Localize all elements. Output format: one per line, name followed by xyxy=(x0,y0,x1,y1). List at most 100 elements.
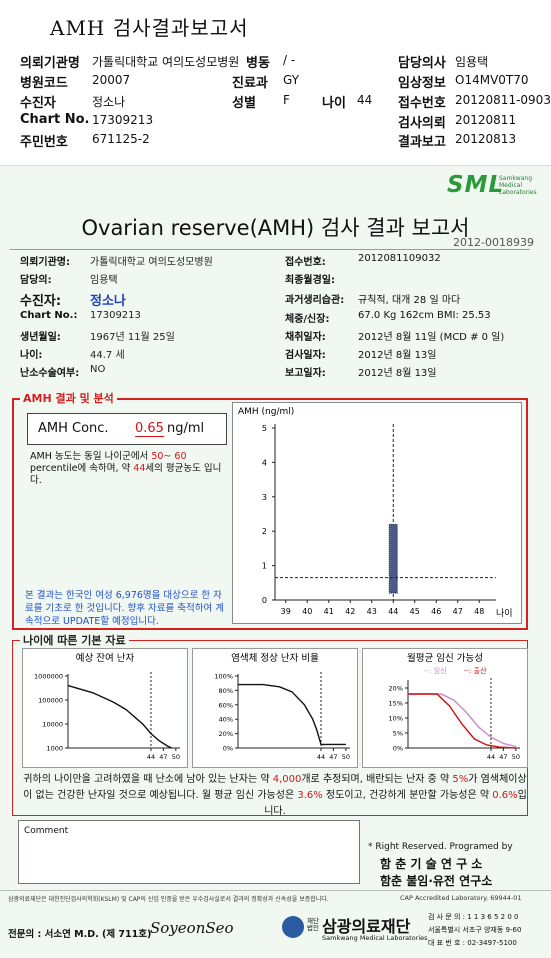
x-tick-label: 48 xyxy=(474,607,484,616)
foundation-en: Samkwang Medical Laboratories xyxy=(322,934,428,942)
logo: SML xyxy=(447,172,505,198)
x-tick-label: 47 xyxy=(453,607,463,616)
signature: SoyeonSeo xyxy=(150,919,234,937)
divider xyxy=(10,249,530,250)
header-title: AMH 검사결과보고서 xyxy=(50,16,249,40)
info-value: NO xyxy=(90,364,106,375)
y-tick-label: 40% xyxy=(219,716,233,724)
info-value: 1967년 11월 25일 xyxy=(90,332,175,343)
field-label: 의뢰기관명 xyxy=(20,56,80,71)
y-tick-label: 1000000 xyxy=(34,673,63,681)
y-tick-label: 100% xyxy=(214,673,233,681)
highlight-text: 0.6% xyxy=(492,790,518,801)
note-text: 본 결과는 한국인 여성 6,976명을 대상으로 한 자료를 기초로 한 것입… xyxy=(25,590,224,627)
x-tick-label: 44 xyxy=(388,607,398,616)
field-label: 병동 xyxy=(246,56,270,71)
y-tick-label: 0 xyxy=(262,596,267,605)
info-value: 44.7 세 xyxy=(90,350,125,361)
field-value: 임용택 xyxy=(455,55,489,69)
analysis-text: AMH 농도는 동일 나이군에서 50~ 60 percentile에 속하며,… xyxy=(30,451,225,487)
info-label: 채취일자: xyxy=(285,332,326,343)
y-tick-label: 0% xyxy=(223,745,233,753)
info-value: 규칙적, 대개 28 일 마다 xyxy=(358,295,461,306)
y-tick-label: 1 xyxy=(262,562,267,571)
field-value: GY xyxy=(283,73,300,87)
x-tick-label: 41 xyxy=(324,607,334,616)
conc-value: 0.65 xyxy=(135,421,164,437)
field-value: F xyxy=(283,93,290,107)
series-line xyxy=(408,693,517,748)
info-value: 정소나 xyxy=(90,294,126,309)
info-value: 17309213 xyxy=(90,310,141,321)
info-value: 67.0 Kg 162cm BMI: 25.53 xyxy=(358,310,491,321)
chart-frame xyxy=(232,402,522,624)
highlight-text: 50~ 60 xyxy=(151,451,187,462)
x-tick-label: 45 xyxy=(410,607,420,616)
x-tick-label: 44 xyxy=(487,753,495,761)
conc-box xyxy=(27,413,227,445)
text: 개로 추정되며, 배란되는 난자 중 약 xyxy=(301,774,453,785)
y-tick-label: 5% xyxy=(393,730,403,738)
field-value: 20120811 xyxy=(455,113,517,127)
x-tick-label: 44 xyxy=(317,753,325,761)
x-tick-label: 47 xyxy=(499,753,507,761)
y-tick-label: 2 xyxy=(262,527,267,536)
info-label: 담당의: xyxy=(20,275,52,286)
x-tick-label: 50 xyxy=(512,753,520,761)
x-tick-label: 46 xyxy=(431,607,441,616)
legend-entry: --: 출산 xyxy=(464,666,487,675)
x-tick-label: 43 xyxy=(367,607,377,616)
info-value: 2012년 8월 11일 (MCD # 0 일) xyxy=(358,332,505,343)
foundation-prefix: 재단법인 xyxy=(307,917,319,932)
chart-title: 염색체 정상 난자 비율 xyxy=(231,653,319,664)
field-value: 44 xyxy=(357,93,373,107)
info-label: 보고일자: xyxy=(285,368,326,379)
y-tick-label: 100000 xyxy=(38,697,63,705)
field-label: 결과보고 xyxy=(398,135,446,150)
info-label: 최종월경일: xyxy=(285,275,335,286)
logo-sub: Samkwang Medical Laboratories xyxy=(499,175,537,196)
info-value: 임용택 xyxy=(90,275,118,286)
field-label: 수진자 xyxy=(20,96,56,111)
text: 귀하의 나이만을 고려하였을 때 난소에 남아 있는 난자는 약 xyxy=(23,774,273,785)
comment-label: Comment xyxy=(24,826,69,836)
field-label: Chart No. xyxy=(20,112,90,127)
text: 가 염색체이상이 없는 건강한 난자일 것으로 예상됩니다. 월 평균 임신 가… xyxy=(23,774,527,801)
y-tick-label: 0% xyxy=(393,745,403,753)
divider xyxy=(0,890,551,891)
info-value: 2012년 8월 13일 xyxy=(358,368,437,379)
info-label: 체중/신장: xyxy=(285,314,330,325)
text: AMH 농도는 동일 나이군에서 xyxy=(30,451,152,462)
x-tick-label: 44 xyxy=(147,753,155,761)
info-label: Chart No.: xyxy=(20,310,78,321)
y-tick-label: 10000 xyxy=(42,721,63,729)
range-bar xyxy=(388,523,398,594)
logo-mark xyxy=(282,916,304,938)
summary-text: 귀하의 나이만을 고려하였을 때 난소에 남아 있는 난자는 약 4,000개로… xyxy=(22,772,528,820)
field-label: 성별 xyxy=(232,96,256,111)
mini-chart: 예상 잔여 난자 1000 10000 100000 1000000 44 47 50 xyxy=(22,648,188,768)
field-value: 17309213 xyxy=(92,113,154,127)
highlight-text: 4,000 xyxy=(272,774,302,785)
y-tick-label: 3 xyxy=(262,493,267,502)
contact-line: 검 사 문 의 : 1 1 3 6 5 2 0 0 xyxy=(428,913,519,921)
info-label: 수진자: xyxy=(20,294,62,309)
x-tick-label: 47 xyxy=(329,753,337,761)
series-line xyxy=(67,684,172,749)
specialist: 전문의 : 서소연 M.D. (제 711호) xyxy=(8,929,152,940)
info-value: 2012081109032 xyxy=(358,253,441,264)
x-tick-label: 47 xyxy=(159,753,167,761)
info-value: 2012년 8월 13일 xyxy=(358,350,437,361)
info-label: 난소수술여부: xyxy=(20,368,80,379)
highlight-text: 3.6% xyxy=(297,790,323,801)
chart-title: 예상 잔여 난자 xyxy=(76,652,135,664)
series-line xyxy=(408,693,516,749)
y-tick-label: 1000 xyxy=(46,745,63,753)
foundation-name: 삼광의료재단 xyxy=(322,917,411,936)
field-label: 검사의뢰 xyxy=(398,116,446,131)
chart-frame xyxy=(192,648,358,768)
y-tick-label: 15% xyxy=(389,700,403,708)
field-label: 병원코드 xyxy=(20,76,68,91)
section-title: AMH 결과 및 분석 xyxy=(20,390,117,406)
